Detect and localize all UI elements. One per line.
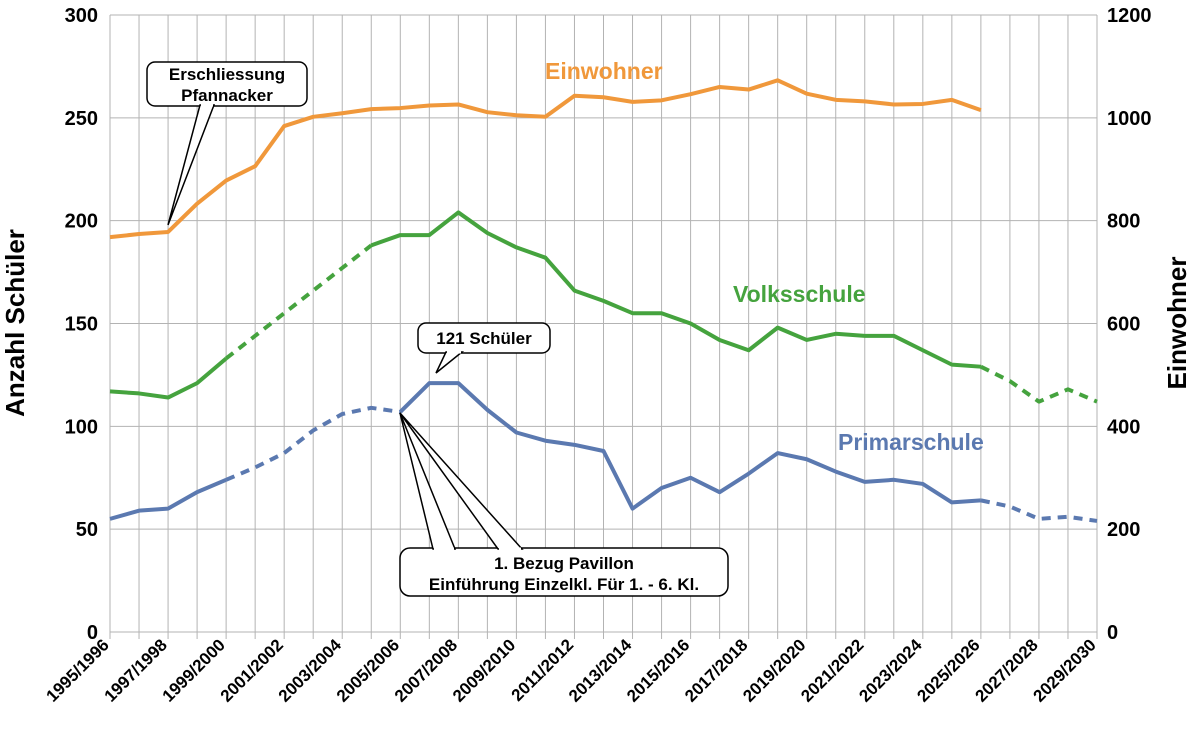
y2-tick-label: 200 [1107, 519, 1140, 541]
y-tick-label: 0 [87, 622, 98, 644]
grid [109, 14, 1098, 633]
series-line-primarschule-dashed [980, 498, 1098, 523]
callout-pavillon-line1: 1. Bezug Pavillon [494, 554, 634, 573]
callout-schueler-box [417, 322, 551, 354]
y2-tick-label: 800 [1107, 211, 1140, 233]
y-tick-label: 100 [65, 416, 98, 438]
series-label-primarschule: Primarschule [838, 429, 984, 455]
series-line-einwohner [109, 78, 982, 240]
series-line-primarschule [109, 477, 227, 521]
callout-pavillon-box [399, 547, 729, 597]
y-tick-label: 150 [65, 314, 98, 336]
callout-erschliessung-line1: Erschliessung [169, 65, 285, 84]
y2-tick-label: 0 [1107, 622, 1118, 644]
y2-tick-label: 1200 [1107, 5, 1152, 27]
y2-tick-label: 600 [1107, 314, 1140, 336]
y-axis-title: Anzahl Schüler [0, 229, 30, 417]
series-label-einwohner: Einwohner [545, 58, 663, 84]
callout-schueler-text: 121 Schüler [436, 329, 532, 348]
series-label-volksschule: Volksschule [733, 281, 866, 307]
series-line-volksschule [109, 356, 228, 400]
callout-erschliessung-line2: Pfannacker [181, 86, 273, 105]
callout-pavillon-pointer-a [399, 412, 457, 550]
axis-titles: Anzahl Schüler Einwohner [0, 229, 1192, 417]
series-line-volksschule [370, 210, 982, 369]
series-labels: Einwohner Volksschule Primarschule [545, 58, 984, 455]
y2-tick-label: 400 [1107, 416, 1140, 438]
y2-tick-label: 1000 [1107, 108, 1152, 130]
callout-erschliessung-box [146, 61, 308, 107]
y-tick-label: 250 [65, 108, 98, 130]
series-line-primarschule [398, 381, 982, 511]
callouts: Erschliessung Pfannacker 121 Schüler 1. Bez… [146, 61, 729, 597]
series-line-volksschule-dashed [979, 364, 1098, 404]
series-line-volksschule-dashed [224, 243, 373, 361]
y-tick-label: 50 [76, 519, 98, 541]
callout-pavillon-line2: Einführung Einzelkl. Für 1. - 6. Kl. [429, 575, 699, 594]
x-tick-label: 2029/2030 [1030, 635, 1100, 705]
y-tick-label: 300 [65, 5, 98, 27]
y-tick-label: 200 [65, 211, 98, 233]
series-line-primarschule-dashed [225, 405, 401, 482]
series-lines [109, 78, 1098, 523]
x-tick-label: 2009/2010 [449, 635, 519, 705]
y2-axis-title: Einwohner [1162, 257, 1192, 390]
